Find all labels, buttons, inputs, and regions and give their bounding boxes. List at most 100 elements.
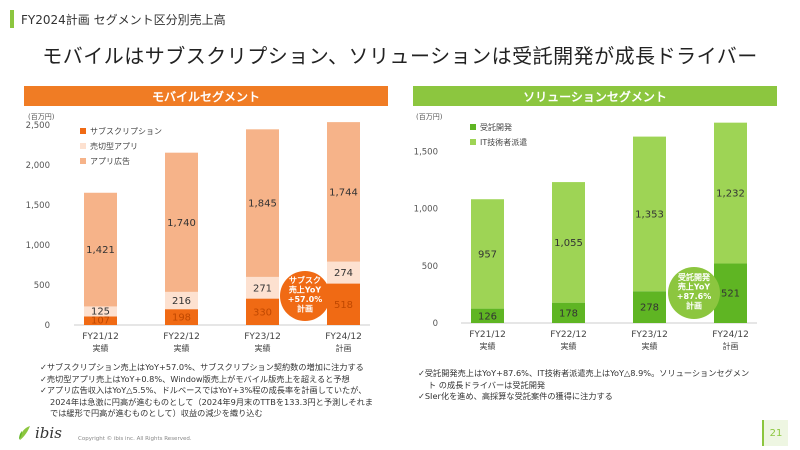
bar-segment	[471, 199, 504, 309]
bar-segment	[246, 129, 279, 277]
data-label: 518	[334, 300, 353, 311]
data-label: 126	[478, 311, 497, 322]
bar-segment	[246, 298, 279, 325]
x-tick-label: FY21/12	[82, 332, 119, 342]
x-tick-sublabel: 実績	[480, 341, 496, 351]
bar-segment	[327, 283, 360, 325]
leaf-icon	[19, 426, 30, 440]
note-line: ✓受託開発売上はYoY+87.6%、IT技術者派遣売上はYoY△8.9%。ソリュ…	[418, 368, 750, 378]
x-tick-label: FY24/12	[712, 330, 749, 340]
x-tick-sublabel: 実績	[93, 343, 109, 353]
data-label: 1,740	[167, 218, 196, 229]
note-line: ✓売切型アプリ売上はYoY+0.8%、Window版売上がモバイル版売上を超える…	[40, 373, 350, 384]
callout-text: サブスク	[289, 275, 321, 285]
y-tick-label: 500	[34, 281, 50, 291]
solution-notes: ✓受託開発売上はYoY+87.6%、IT技術者派遣売上はYoY△8.9%。ソリュ…	[418, 368, 788, 403]
slide-title: モバイルはサブスクリプション、ソリューションは受託開発が成長ドライバー	[42, 44, 758, 68]
data-label: 1,421	[86, 245, 115, 256]
mobile-notes: ✓サブスクリプション売上はYoY+57.0%、サブスクリプション契約数の増加に注…	[40, 362, 400, 420]
data-label: 1,055	[554, 238, 583, 249]
callout-text: +57.0%	[288, 295, 322, 304]
callout-text: +87.6%	[677, 292, 711, 301]
note-line: ✓サブスクリプション売上はYoY+57.0%、サブスクリプション契約数の増加に注…	[40, 362, 364, 372]
legend-label: 売切型アプリ	[90, 141, 138, 151]
bar-segment	[471, 308, 504, 323]
y-tick-label: 0	[45, 321, 50, 331]
data-label: 125	[91, 306, 110, 317]
legend-swatch	[80, 128, 86, 134]
y-tick-label: 1,500	[414, 148, 438, 158]
data-label: 178	[559, 308, 578, 319]
callout-text: 計画	[686, 301, 702, 311]
bar-segment	[552, 182, 585, 303]
x-tick-label: FY22/12	[163, 332, 200, 342]
data-label: 278	[640, 303, 659, 314]
section-label: FY2024計画 セグメント区分別売上高	[21, 12, 226, 27]
y-tick-label: 1,500	[26, 201, 50, 211]
data-label: 1,232	[716, 189, 745, 200]
legend-swatch	[470, 124, 476, 130]
legend-swatch	[470, 139, 476, 145]
data-label: 107	[91, 316, 110, 327]
y-tick-label: 1,000	[414, 205, 438, 215]
x-tick-sublabel: 実績	[642, 341, 658, 351]
data-label: 957	[478, 249, 497, 260]
solution-segment-chart: (百万円)05001,0001,500126957FY21/12実績1781,0…	[414, 113, 757, 351]
legend-swatch	[80, 143, 86, 149]
callout-text: 売上YoY	[289, 285, 322, 295]
y-tick-label: 1,000	[26, 241, 50, 251]
bar-segment	[327, 261, 360, 284]
note-line: ✓アプリ広告収入はYoY△5.5%、ドルベースではYoY+3%程の成長率を計画し…	[40, 385, 367, 395]
logo-text: ibis	[35, 424, 62, 442]
copyright: Copyright © ibis inc. All Rights Reserve…	[78, 436, 192, 442]
data-label: 1,845	[248, 199, 277, 210]
y-tick-label: 2,000	[26, 161, 50, 171]
bar-segment	[84, 192, 117, 307]
legend-label: サブスクリプション	[90, 126, 162, 136]
legend-label: アプリ広告	[90, 156, 130, 166]
section-header: FY2024計画 セグメント区分別売上高	[10, 8, 226, 30]
y-tick-label: 2,500	[26, 121, 50, 131]
y-axis-title: (百万円)	[28, 113, 55, 121]
x-tick-sublabel: 計画	[336, 343, 352, 353]
data-label: 1,353	[635, 209, 664, 220]
bar-segment	[552, 302, 585, 323]
x-tick-sublabel: 計画	[723, 341, 739, 351]
data-label: 1,744	[329, 187, 358, 198]
mobile-segment-header: モバイルセグメント	[24, 86, 388, 106]
bar-segment	[246, 276, 279, 299]
bar-segment	[84, 306, 117, 317]
callout-text: 受託開発	[678, 272, 711, 282]
x-tick-label: FY22/12	[550, 330, 587, 340]
y-tick-label: 0	[433, 319, 438, 329]
bar-segment	[165, 309, 198, 325]
note-line: 2024年は急激に円高が進むものとして（2024年9月末のTTBを133.3円と…	[50, 396, 373, 407]
data-label: 330	[253, 307, 272, 318]
bar-segment	[84, 316, 117, 325]
data-label: 216	[172, 296, 191, 307]
bar-segment	[165, 152, 198, 292]
bar-segment	[714, 122, 747, 264]
legend-label: 受託開発	[480, 122, 512, 132]
data-label: 521	[721, 289, 740, 300]
bar-segment	[327, 122, 360, 262]
x-tick-sublabel: 実績	[561, 341, 577, 351]
y-tick-label: 500	[422, 262, 438, 272]
data-label: 271	[253, 283, 272, 294]
data-label: 198	[172, 313, 191, 324]
callout-text: 売上YoY	[678, 282, 711, 292]
x-tick-sublabel: 実績	[174, 343, 190, 353]
page-number: 21	[762, 420, 788, 446]
yoy-callout	[668, 267, 720, 319]
legend-label: IT技術者派遣	[480, 137, 527, 147]
bar-segment	[165, 291, 198, 310]
legend-swatch	[80, 158, 86, 164]
ibis-logo: ibis	[18, 424, 62, 442]
x-tick-sublabel: 実績	[255, 343, 271, 353]
x-tick-label: FY23/12	[244, 332, 281, 342]
note-line: では緩形で円高が進むものとして）収益の減少を織り込む	[50, 408, 263, 418]
solution-segment-header: ソリューションセグメント	[413, 86, 777, 106]
x-tick-label: FY21/12	[469, 330, 506, 340]
y-axis-title: (百万円)	[416, 113, 443, 121]
